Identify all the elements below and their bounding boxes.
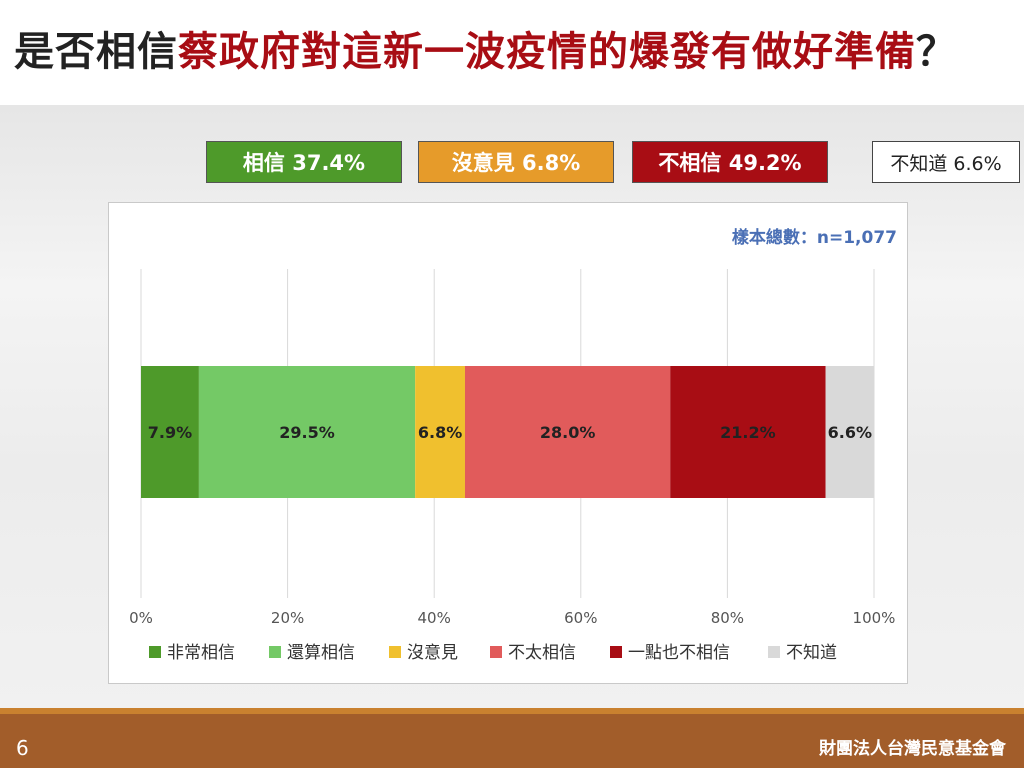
summary-disbelieve-text: 不相信 49.2%: [658, 151, 802, 175]
legend-label: 不知道: [786, 643, 837, 663]
summary-unknown-text: 不知道 6.6%: [890, 152, 1002, 175]
bar-data-label: 29.5%: [279, 423, 335, 442]
x-tick-label: 40%: [418, 609, 451, 627]
summary-believe-box: 相信 37.4%: [206, 141, 402, 183]
legend-label: 不太相信: [508, 643, 576, 663]
legend-swatch: [490, 646, 502, 658]
footer-bar: 6 財團法人台灣民意基金會: [0, 708, 1024, 768]
title-bar: 是否相信蔡政府對這新一波疫情的爆發有做好準備？: [0, 0, 1024, 105]
bar-segment: [415, 366, 465, 498]
bar-data-label: 6.6%: [828, 423, 872, 442]
legend-swatch: [269, 646, 281, 658]
bar-segment: [198, 366, 416, 498]
bar-data-label: 6.8%: [418, 423, 462, 442]
chart-panel: 樣本總數：n=1,077 0% 20% 40% 60% 80% 100% 7.9% 29.5%…: [108, 202, 908, 684]
title-prefix: 是否相信: [14, 29, 178, 75]
bar-data-label: 28.0%: [540, 423, 596, 442]
stacked-bar-chart: 樣本總數：n=1,077 0% 20% 40% 60% 80% 100% 7.9% 29.5%…: [129, 227, 897, 663]
organization-name: 財團法人台灣民意基金會: [819, 739, 1006, 759]
legend-swatch: [149, 646, 161, 658]
summary-neutral-text: 沒意見 6.8%: [451, 151, 581, 175]
title-highlight: 蔡政府對這新一波疫情的爆發有做好準備: [178, 29, 916, 75]
bar-segment: [825, 366, 874, 498]
legend-swatch: [389, 646, 401, 658]
summary-believe-text: 相信 37.4%: [242, 151, 366, 175]
x-tick-label: 0%: [129, 609, 153, 627]
x-tick-label: 20%: [271, 609, 304, 627]
summary-disbelieve-box: 不相信 49.2%: [632, 141, 828, 183]
legend-label: 沒意見: [407, 643, 458, 663]
legend-swatch: [768, 646, 780, 658]
title-suffix: ？: [916, 29, 957, 75]
legend-label: 還算相信: [287, 643, 355, 663]
bar-segment: [670, 366, 826, 498]
bar-segment: [141, 366, 199, 498]
bar-data-label: 7.9%: [148, 423, 192, 442]
bar-segment: [464, 366, 671, 498]
page-title: 是否相信蔡政府對這新一波疫情的爆發有做好準備？: [14, 28, 957, 76]
page-number: 6: [16, 736, 29, 760]
sample-size-note: 樣本總數：n=1,077: [732, 227, 897, 248]
legend-swatch: [610, 646, 622, 658]
legend-label: 一點也不相信: [628, 643, 730, 663]
x-tick-label: 60%: [564, 609, 597, 627]
summary-neutral-box: 沒意見 6.8%: [418, 141, 614, 183]
summary-unknown-box: 不知道 6.6%: [872, 141, 1020, 183]
legend-label: 非常相信: [167, 643, 235, 663]
x-tick-label: 80%: [711, 609, 744, 627]
bar-data-label: 21.2%: [720, 423, 776, 442]
x-tick-label: 100%: [853, 609, 896, 627]
